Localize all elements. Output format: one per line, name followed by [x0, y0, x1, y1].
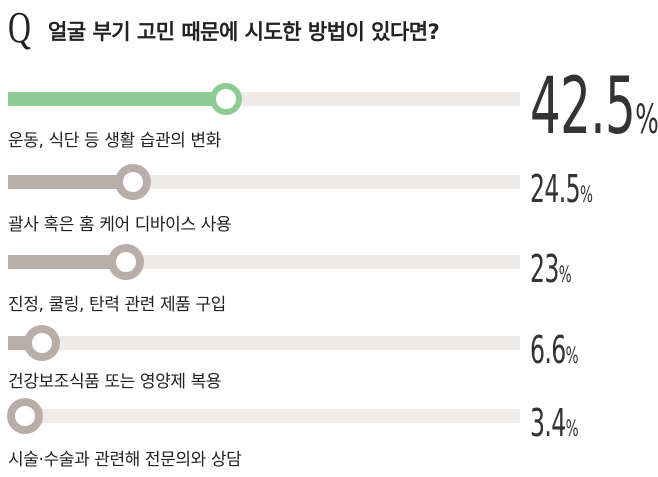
value-label: 23% [530, 247, 572, 291]
value-label: 3.4% [530, 401, 579, 445]
value-label: 24.5% [530, 167, 593, 211]
value-number: 24.5 [530, 167, 581, 211]
bar-track [8, 255, 520, 269]
bar-end-marker [23, 325, 60, 361]
bar-end-marker [209, 83, 242, 115]
bar-end-marker [115, 164, 152, 200]
category-label: 운동, 식단 등 생활 습관의 변화 [8, 131, 221, 151]
bar-fill [8, 255, 126, 269]
chart-title: 얼굴 부기 고민 때문에 시도한 방법이 있다면? [48, 20, 440, 44]
bar-track [8, 92, 520, 106]
bar-end-marker [107, 244, 144, 280]
bar-track [8, 336, 520, 350]
value-label: 6.6% [530, 328, 579, 372]
value-number: 23 [530, 247, 559, 291]
value-label: 42.5% [530, 62, 658, 152]
category-label: 괄사 혹은 홈 케어 디바이스 사용 [8, 215, 232, 235]
category-label: 진정, 쿨링, 탄력 관련 제품 구입 [8, 295, 226, 315]
category-label: 시술·수술과 관련해 전문의와 상담 [8, 450, 242, 470]
bar-track [8, 409, 520, 423]
percent-sign: % [565, 344, 579, 369]
percent-sign: % [579, 183, 593, 208]
bar-fill [8, 92, 226, 106]
percent-sign: % [565, 417, 579, 442]
bar-track [8, 175, 520, 189]
bar-end-marker [7, 398, 44, 434]
bar-fill [8, 175, 134, 189]
percent-sign: % [558, 263, 572, 288]
value-number: 6.6 [530, 328, 566, 372]
value-number: 3.4 [530, 401, 566, 445]
percent-sign: % [635, 97, 658, 143]
value-number: 42.5 [530, 62, 636, 152]
question-mark-letter: Q [8, 3, 31, 52]
category-label: 건강보조식품 또는 영양제 복용 [8, 372, 222, 392]
